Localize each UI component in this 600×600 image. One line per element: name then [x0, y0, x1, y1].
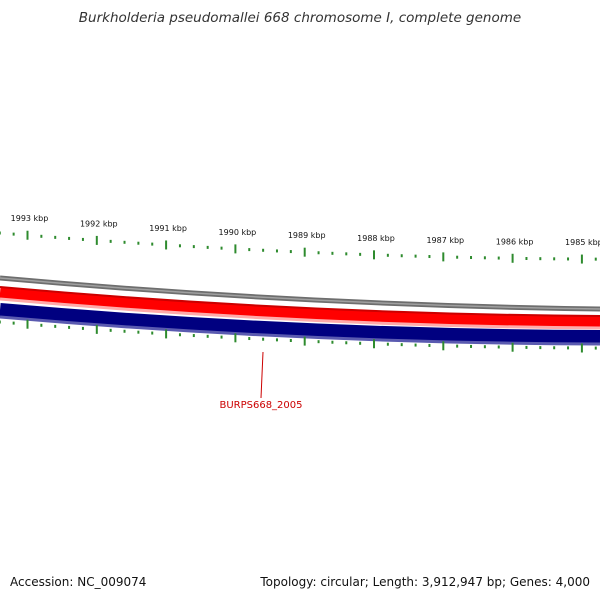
gene-label: BURPS668_2005 [219, 400, 302, 411]
kbp-label: 1988 kbp [357, 234, 395, 243]
kbp-labels: 1993 kbp 1992 kbp 1991 kbp 1990 kbp 1989 kbp… [11, 214, 600, 247]
gene-label-pointer [260, 351, 264, 399]
kbp-label: 1989 kbp [288, 231, 326, 240]
kbp-label: 1985 kbp [565, 238, 600, 247]
kbp-label: 1986 kbp [496, 237, 534, 246]
kbp-label: 1990 kbp [219, 228, 257, 237]
kbp-label: 1987 kbp [426, 236, 464, 245]
kbp-label: 1991 kbp [149, 224, 187, 233]
genome-title: Burkholderia pseudomallei 668 chromosome… [78, 10, 522, 26]
accession-text: Accession: NC_009074 [10, 575, 147, 589]
inner-tick-marks [0, 319, 597, 353]
forward-strand-ring [0, 286, 600, 329]
topology-text: Topology: circular; Length: 3,912,947 bp… [260, 575, 590, 589]
kbp-label: 1993 kbp [11, 214, 49, 223]
reverse-strand-ring [0, 303, 600, 344]
outer-tick-marks [0, 230, 597, 264]
kbp-label: 1992 kbp [80, 219, 118, 228]
